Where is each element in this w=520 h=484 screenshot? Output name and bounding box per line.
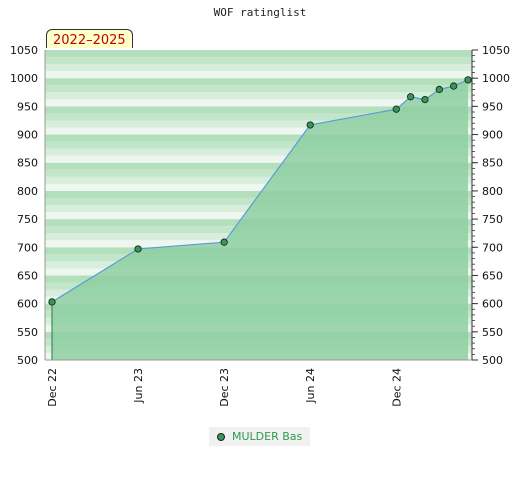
background-band [45,113,472,121]
x-tick-label: Dec 22 [46,368,59,407]
y-tick-label-right: 650 [482,269,503,282]
background-band [45,120,472,128]
x-tick-label: Dec 23 [218,368,231,407]
data-point[interactable] [392,105,400,113]
data-point[interactable] [421,95,429,104]
y-tick-label-right: 950 [482,100,503,113]
y-tick-label-right: 800 [482,185,503,198]
background-band [45,78,472,86]
y-tick-label-left: 900 [17,129,38,142]
background-band [45,92,472,100]
background-band [45,64,472,72]
y-tick-label-right: 750 [482,213,503,226]
background-band [45,85,472,93]
background-band [45,176,472,184]
background-band [45,127,472,135]
y-tick-label-left: 700 [17,241,38,254]
background-band [45,148,472,156]
y-tick-label-left: 850 [17,157,38,170]
legend-marker-icon [217,432,225,441]
chart-title: WOF ratinglist [213,6,307,19]
y-tick-label-left: 1050 [10,44,38,57]
data-point[interactable] [220,238,228,246]
y-tick-label-right: 850 [482,157,503,170]
y-tick-label-right: 550 [482,326,503,339]
background-band [45,183,472,191]
y-tick-label-left: 950 [17,100,38,113]
y-tick-label-right: 900 [482,129,503,142]
x-tick-label: Dec 24 [390,368,403,407]
y-tick-label-right: 1050 [482,44,510,57]
background-band [45,155,472,163]
legend-label: MULDER Bas [232,430,303,443]
data-point[interactable] [48,298,56,306]
background-band [45,57,472,65]
y-tick-label-right: 1000 [482,72,510,85]
series-line [51,79,469,303]
background-band [45,134,472,142]
background-band [45,162,472,170]
background-band [45,99,472,107]
y-tick-label-left: 550 [17,326,38,339]
y-tick-label-left: 600 [17,298,38,311]
y-tick-label-left: 1000 [10,72,38,85]
y-tick-label-right: 700 [482,241,503,254]
x-tick-label: Jun 23 [132,368,145,404]
data-point[interactable] [406,93,415,101]
background-band [45,50,472,58]
y-tick-label-right: 500 [482,354,503,367]
background-band [45,71,472,79]
background-band [45,141,472,149]
y-tick-label-left: 800 [17,185,38,198]
data-point[interactable] [435,85,443,94]
data-point[interactable] [450,82,458,90]
background-band [45,169,472,177]
y-tick-label-left: 750 [17,213,38,226]
data-point[interactable] [306,121,314,129]
background-band [45,106,472,114]
series-area [52,79,468,360]
date-range-badge: 2022–2025 [46,29,133,48]
data-point[interactable] [134,245,142,253]
legend[interactable]: MULDER Bas [209,427,311,446]
x-tick-label: Jun 24 [304,368,317,404]
data-point[interactable] [464,76,472,84]
y-tick-label-left: 650 [17,269,38,282]
y-tick-label-right: 600 [482,298,503,311]
y-tick-label-left: 500 [17,354,38,367]
